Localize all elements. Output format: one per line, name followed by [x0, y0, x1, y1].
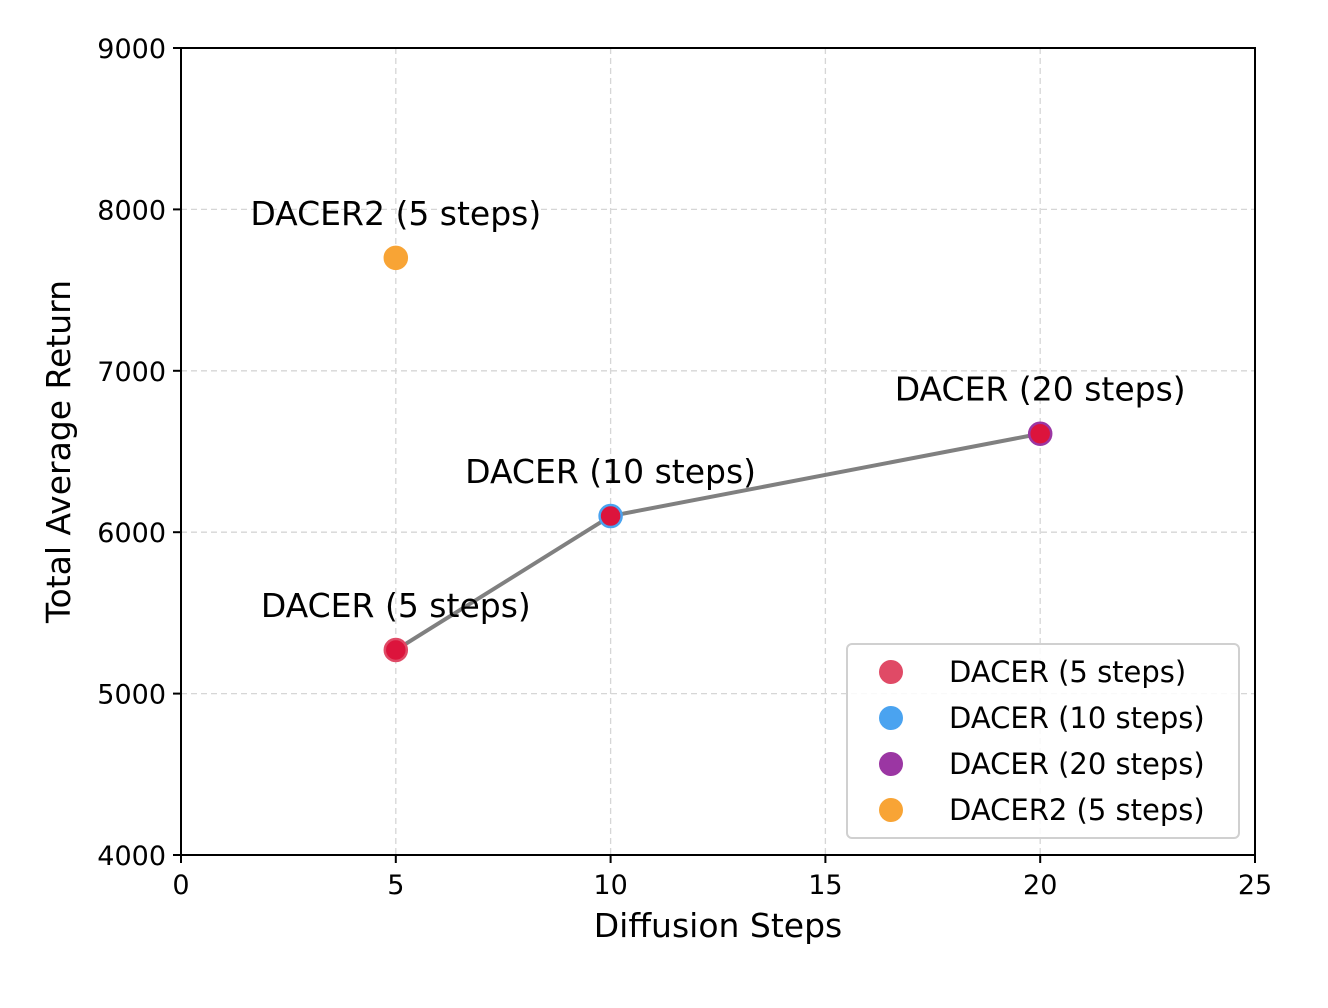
legend-marker	[879, 660, 903, 684]
x-tick-label: 0	[172, 870, 189, 901]
legend: DACER (5 steps) DACER (10 steps) DACER (20…	[846, 643, 1240, 839]
point-annotation: DACER (20 steps)	[895, 370, 1186, 409]
legend-entry-label: DACER (20 steps)	[949, 747, 1205, 781]
data-point	[383, 637, 409, 663]
y-tick-label: 5000	[97, 680, 166, 711]
ticks: 0 5 10 15 20 25 4000 5000 6000 7000 8000 9000	[97, 34, 1272, 901]
legend-marker	[879, 798, 903, 822]
x-tick-label: 25	[1238, 870, 1272, 901]
y-tick-label: 9000	[97, 34, 166, 65]
point-annotation: DACER (5 steps)	[261, 586, 531, 625]
y-tick-label: 8000	[97, 195, 166, 226]
y-tick-label: 7000	[97, 357, 166, 388]
y-axis-label: Total Average Return	[39, 280, 78, 624]
x-tick-label: 10	[593, 870, 627, 901]
legend-entry-label: DACER (5 steps)	[949, 655, 1186, 689]
y-tick-label: 4000	[97, 841, 166, 872]
point-annotation: DACER (10 steps)	[465, 452, 756, 491]
x-tick-label: 5	[387, 870, 404, 901]
legend-marker	[879, 706, 903, 730]
x-tick-label: 20	[1023, 870, 1057, 901]
legend-marker	[879, 752, 903, 776]
legend-box	[846, 643, 1240, 839]
annotations: DACER (5 steps) DACER (10 steps) DACER (20…	[250, 194, 1185, 625]
data-point	[1027, 421, 1053, 446]
data-point	[383, 245, 409, 271]
x-tick-label: 15	[808, 870, 842, 901]
legend-entry-label: DACER2 (5 steps)	[949, 793, 1205, 827]
x-axis-label: Diffusion Steps	[594, 906, 843, 945]
point-annotation: DACER2 (5 steps)	[250, 194, 541, 233]
data-point	[598, 503, 623, 529]
y-tick-label: 6000	[97, 518, 166, 549]
plot-frame	[180, 47, 1256, 856]
legend-entry-label: DACER (10 steps)	[949, 701, 1205, 735]
points	[383, 245, 1053, 663]
